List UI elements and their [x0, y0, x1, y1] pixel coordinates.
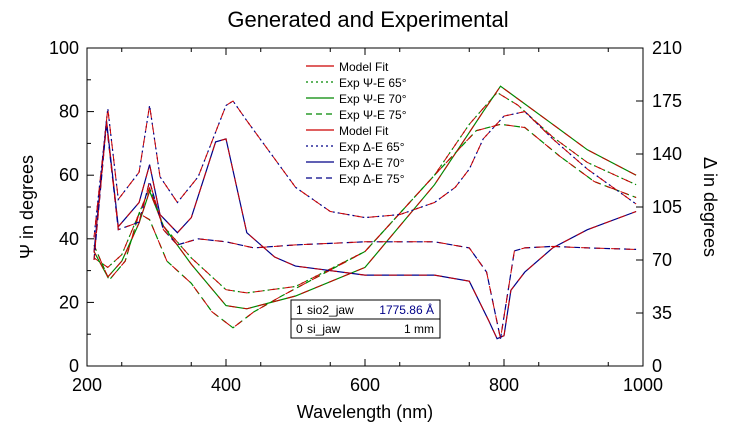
- series-layer: [93, 85, 637, 340]
- legend-label: Exp Ψ-E 75°: [339, 108, 407, 122]
- series-model-fit-delta-65: [93, 100, 637, 238]
- series-model-fit-psi-65: [93, 91, 637, 294]
- series-model-fit-psi-75: [93, 123, 637, 329]
- x-axis-label: Wavelength (nm): [297, 402, 433, 422]
- right-tick-label: 210: [652, 38, 682, 58]
- x-tick-label: 400: [211, 375, 241, 395]
- series-model-fit-delta-70: [93, 120, 637, 340]
- series-exp-psi-75: [93, 123, 637, 329]
- left-tick-label: 60: [59, 165, 79, 185]
- left-axis-ticks: 0 20 40 60 80 100: [49, 38, 94, 376]
- right-tick-label: 70: [652, 250, 672, 270]
- right-axis-label: Δ in degrees: [700, 157, 720, 257]
- left-axis-label: Ψ in degrees: [17, 155, 37, 259]
- legend-label: Model Fit: [339, 60, 389, 74]
- right-tick-label: 140: [652, 144, 682, 164]
- x-tick-label: 1000: [623, 375, 663, 395]
- x-axis-ticks: 200 400 600 800 1000: [72, 48, 663, 395]
- model-table-layer: 0: [296, 322, 303, 336]
- x-tick-label: 600: [350, 375, 380, 395]
- x-tick-label: 800: [489, 375, 519, 395]
- legend-label: Exp Δ-E 75°: [339, 172, 405, 186]
- left-tick-label: 20: [59, 292, 79, 312]
- legend: Model Fit Exp Ψ-E 65° Exp Ψ-E 70° Exp Ψ-E 7…: [306, 60, 407, 186]
- legend-label: Model Fit: [339, 124, 389, 138]
- legend-label: Exp Ψ-E 65°: [339, 76, 407, 90]
- right-tick-label: 35: [652, 303, 672, 323]
- right-tick-label: 105: [652, 197, 682, 217]
- left-tick-label: 40: [59, 229, 79, 249]
- right-axis-ticks: 0 35 70 105 140 175 210: [636, 38, 682, 376]
- model-table-material: si_jaw: [307, 322, 341, 336]
- chart-title: Generated and Experimental: [227, 7, 508, 32]
- legend-label: Exp Δ-E 70°: [339, 156, 405, 170]
- plot-frame: [86, 47, 644, 367]
- legend-label: Exp Ψ-E 70°: [339, 92, 407, 106]
- right-tick-label: 0: [652, 356, 662, 376]
- model-table-thickness: 1 mm: [404, 322, 434, 336]
- left-tick-label: 100: [49, 38, 79, 58]
- legend-label: Exp Δ-E 65°: [339, 140, 405, 154]
- model-table-layer: 1: [296, 303, 303, 317]
- model-table: 1 sio2_jaw 1775.86 Å 0 si_jaw 1 mm: [290, 299, 441, 339]
- series-model-fit-delta-75: [93, 123, 637, 339]
- model-table-thickness: 1775.86 Å: [379, 302, 434, 317]
- left-tick-label: 80: [59, 102, 79, 122]
- right-tick-label: 175: [652, 91, 682, 111]
- left-tick-label: 0: [69, 356, 79, 376]
- series-exp-psi-65: [93, 91, 637, 294]
- x-tick-label: 200: [72, 375, 102, 395]
- model-table-material: sio2_jaw: [307, 303, 354, 317]
